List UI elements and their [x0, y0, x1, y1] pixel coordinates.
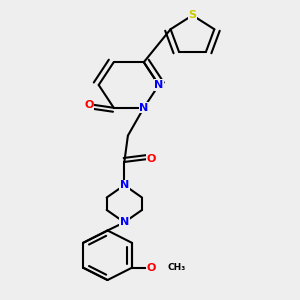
Text: O: O	[146, 154, 156, 164]
Text: CH₃: CH₃	[167, 263, 186, 272]
Text: O: O	[147, 263, 156, 273]
Text: N: N	[120, 217, 129, 227]
Text: N: N	[154, 80, 164, 90]
Text: N: N	[120, 180, 129, 190]
Text: O: O	[84, 100, 94, 110]
Text: N: N	[139, 103, 148, 113]
Text: S: S	[188, 10, 196, 20]
